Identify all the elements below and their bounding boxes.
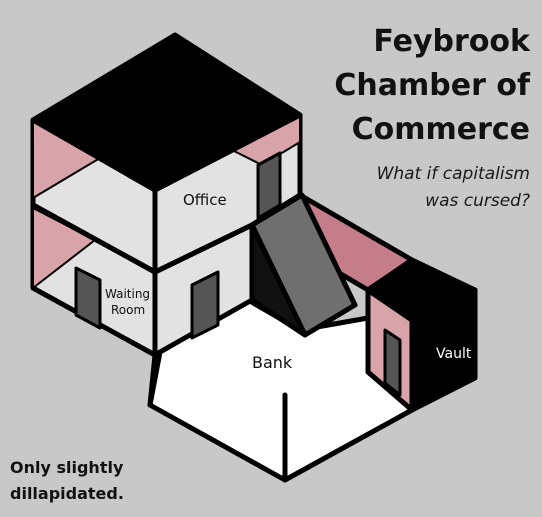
subtitle-line-1: What if capitalism: [376, 164, 530, 184]
title-line-1: Feybrook: [373, 24, 530, 59]
tagline-line-2: dillapidated.: [10, 484, 124, 503]
vault-top: [365, 257, 478, 323]
room-label-waiting: Waiting: [105, 287, 150, 301]
bank-door: [190, 270, 220, 340]
subtitle-line-2: was cursed?: [425, 191, 530, 211]
office-door: [256, 151, 282, 220]
title-line-2: Chamber of: [334, 68, 530, 103]
map-subtitle: What if capitalism was cursed?: [310, 161, 530, 215]
vault-door: [383, 328, 402, 397]
room-label-waiting-room: Room: [111, 303, 145, 317]
room-label-bank: Bank: [252, 353, 293, 372]
ramp-shadow: [249, 222, 308, 338]
waiting-room-door: [74, 266, 102, 330]
room-label-office: Office: [183, 191, 227, 209]
tagline-line-1: Only slightly: [10, 458, 124, 477]
map-tagline: Only slightly dillapidated.: [10, 455, 124, 507]
title-line-3: Commerce: [351, 112, 530, 147]
roof: [30, 32, 303, 193]
room-label-vault: Vault: [436, 346, 472, 362]
map-title: Feybrook Chamber of Commerce: [290, 20, 530, 152]
